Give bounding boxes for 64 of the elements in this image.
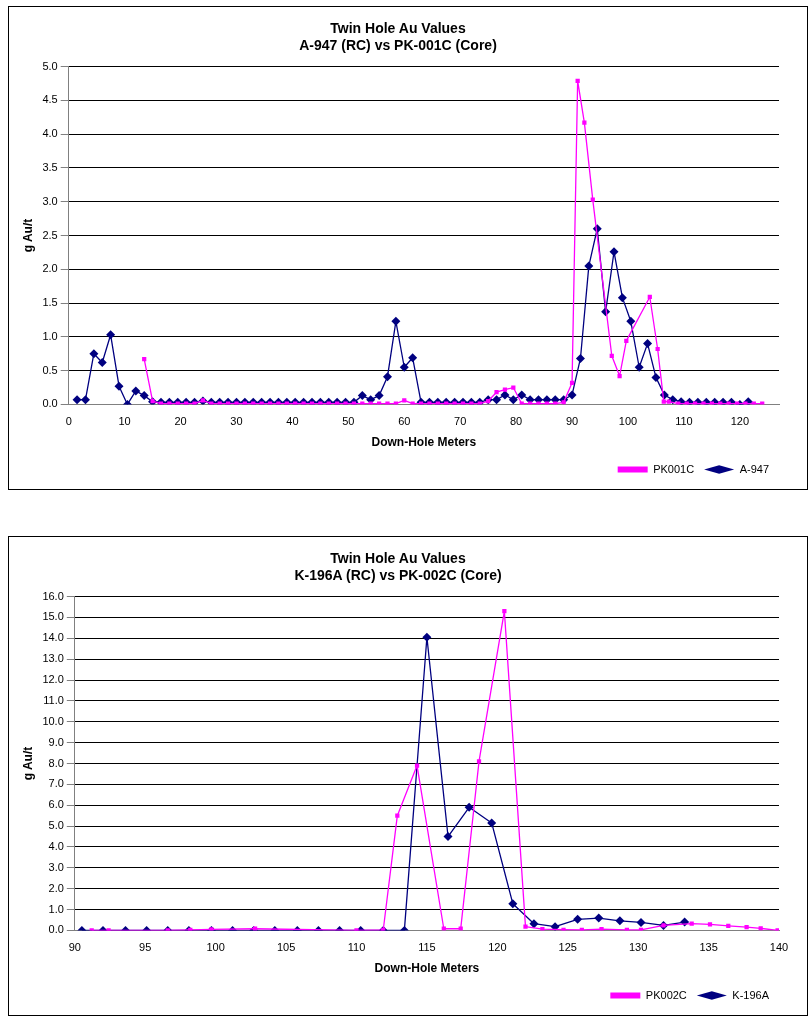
x-tick-label: 70 (454, 415, 467, 428)
x-tick-label: 90 (68, 941, 81, 954)
y-tick-label: 0.0 (48, 923, 64, 936)
y-tick-label: 7.0 (48, 777, 64, 790)
y-tick-label: 1.0 (42, 329, 58, 342)
x-tick-label: 30 (230, 415, 243, 428)
y-tick-label: 3.5 (42, 160, 58, 173)
y-tick-label: 1.0 (48, 902, 64, 915)
x-tick-label: 120 (730, 415, 750, 428)
y-tick-label: 4.0 (48, 839, 64, 852)
x-tick-label: 100 (206, 941, 225, 954)
x-tick-label: 110 (675, 415, 693, 428)
legend-label: K-196A (732, 988, 770, 1001)
chart-subtitle: K-196A (RC) vs PK-002C (Core) (294, 567, 502, 584)
chart-title: Twin Hole Au Values (330, 550, 466, 567)
legend-label: A-947 (739, 462, 770, 475)
y-tick-label: 0.0 (42, 397, 58, 410)
x-tick-label: 140 (769, 941, 789, 954)
x-tick-label: 125 (558, 941, 577, 954)
x-tick-label: 95 (139, 941, 152, 954)
y-tick-label: 1.5 (42, 296, 58, 309)
x-tick-label: 80 (510, 415, 523, 428)
x-tick-label: 115 (418, 941, 436, 954)
y-tick-label: 5.0 (48, 819, 64, 832)
x-tick-label: 0 (65, 415, 72, 428)
x-tick-label: 105 (276, 941, 296, 954)
y-tick-label: 2.5 (42, 228, 58, 241)
x-tick-label: 10 (118, 415, 131, 428)
y-tick-label: 3.0 (42, 194, 58, 207)
chart-title: Twin Hole Au Values (330, 20, 466, 37)
legend-label: PK002C (645, 988, 687, 1001)
y-tick-label: 16.0 (42, 589, 64, 602)
y-axis-title: g Au/t (20, 218, 35, 253)
x-axis-title: Down-Hole Meters (371, 435, 477, 450)
y-tick-label: 5.0 (42, 59, 58, 72)
x-tick-label: 100 (618, 415, 638, 428)
y-tick-label: 6.0 (48, 798, 64, 811)
y-tick-label: 13.0 (42, 652, 64, 665)
y-tick-label: 11.0 (43, 693, 64, 706)
y-tick-label: 0.5 (42, 363, 58, 376)
y-tick-label: 15.0 (42, 610, 64, 623)
x-tick-label: 90 (565, 415, 579, 428)
y-tick-label: 12.0 (42, 673, 64, 686)
x-tick-label: 120 (488, 941, 507, 954)
x-tick-label: 110 (347, 941, 366, 954)
y-tick-label: 2.0 (42, 262, 58, 275)
x-tick-label: 135 (699, 941, 718, 954)
y-tick-label: 4.5 (42, 93, 58, 106)
x-axis-title: Down-Hole Meters (374, 961, 480, 976)
y-tick-label: 2.0 (48, 881, 64, 894)
legend-label: PK001C (653, 462, 695, 475)
chart-subtitle: A-947 (RC) vs PK-001C (Core) (299, 37, 497, 54)
y-tick-label: 9.0 (48, 735, 64, 748)
x-tick-label: 20 (174, 415, 187, 428)
y-axis-title: g Au/t (20, 746, 35, 781)
y-tick-label: 14.0 (42, 631, 64, 644)
y-tick-label: 3.0 (48, 860, 64, 873)
x-tick-label: 50 (342, 415, 355, 428)
y-tick-label: 10.0 (42, 714, 64, 727)
y-tick-label: 4.0 (42, 127, 58, 140)
y-tick-label: 8.0 (48, 756, 64, 769)
x-tick-label: 130 (628, 941, 648, 954)
x-tick-label: 60 (398, 415, 411, 428)
x-tick-label: 40 (286, 415, 299, 428)
